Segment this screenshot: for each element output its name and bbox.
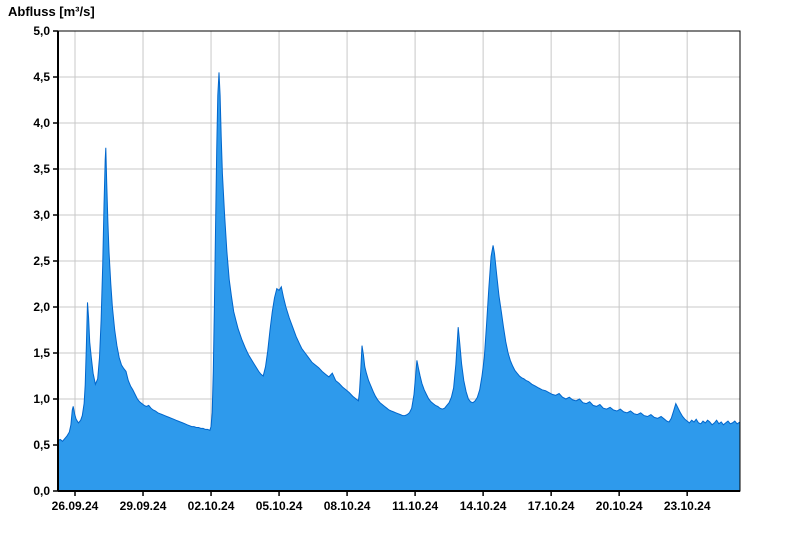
x-tick-label: 26.09.24	[52, 499, 99, 513]
y-tick-label: 1,0	[33, 392, 50, 406]
x-tick-label: 08.10.24	[324, 499, 371, 513]
x-tick-label: 02.10.24	[188, 499, 235, 513]
x-tick-label: 20.10.24	[596, 499, 643, 513]
y-tick-label: 4,5	[33, 70, 50, 84]
y-tick-label: 3,0	[33, 208, 50, 222]
x-tick-label: 23.10.24	[664, 499, 711, 513]
y-tick-label: 0,0	[33, 484, 50, 498]
y-tick-label: 5,0	[33, 24, 50, 38]
y-tick-label: 0,5	[33, 438, 50, 452]
y-tick-label: 3,5	[33, 162, 50, 176]
y-tick-label: 4,0	[33, 116, 50, 130]
chart-title: Abfluss [m³/s]	[8, 4, 95, 19]
y-tick-label: 2,5	[33, 254, 50, 268]
x-tick-label: 17.10.24	[528, 499, 575, 513]
discharge-area	[57, 72, 741, 492]
y-tick-label: 2,0	[33, 300, 50, 314]
x-tick-label: 29.09.24	[120, 499, 167, 513]
x-tick-label: 11.10.24	[392, 499, 438, 513]
x-tick-label: 05.10.24	[256, 499, 303, 513]
x-tick-label: 14.10.24	[460, 499, 507, 513]
y-tick-label: 1,5	[33, 346, 50, 360]
